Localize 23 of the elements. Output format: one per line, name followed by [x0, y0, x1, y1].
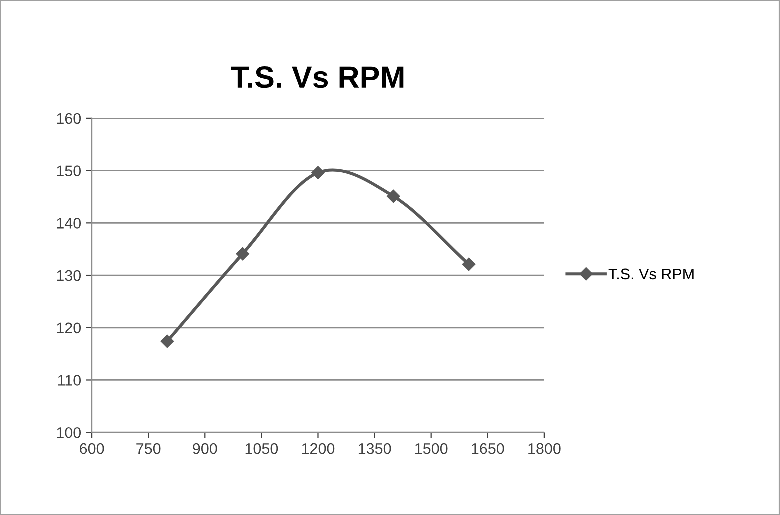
- y-tick-label: 140: [57, 218, 82, 229]
- x-tick-label: 1500: [416, 443, 448, 454]
- x-tick-label: 900: [193, 443, 218, 454]
- x-tick-label: 1350: [358, 443, 392, 454]
- y-tick-label: 160: [57, 113, 82, 124]
- x-tick-label: 1200: [302, 443, 335, 454]
- y-tick-label: 120: [57, 322, 82, 334]
- point: [236, 247, 250, 261]
- y-tick-label: 150: [57, 166, 82, 176]
- x-tick-label: 1050: [246, 443, 278, 454]
- x-tick-label: 1800: [528, 443, 561, 454]
- point: [462, 258, 476, 272]
- y-tick-label: 130: [57, 270, 82, 282]
- legend-label: T.S. Vs RPM: [608, 268, 694, 280]
- x-tick-label: 1650: [472, 443, 504, 454]
- x-tick-label: 600: [80, 443, 104, 454]
- y-tick-label: 110: [58, 375, 82, 386]
- point: [160, 334, 174, 348]
- x-tick-label: 750: [136, 443, 161, 454]
- point: [312, 166, 325, 180]
- y-tick-label: 100: [57, 427, 82, 438]
- point: [387, 190, 400, 204]
- chart-title: T.S. Vs RPM: [231, 66, 404, 88]
